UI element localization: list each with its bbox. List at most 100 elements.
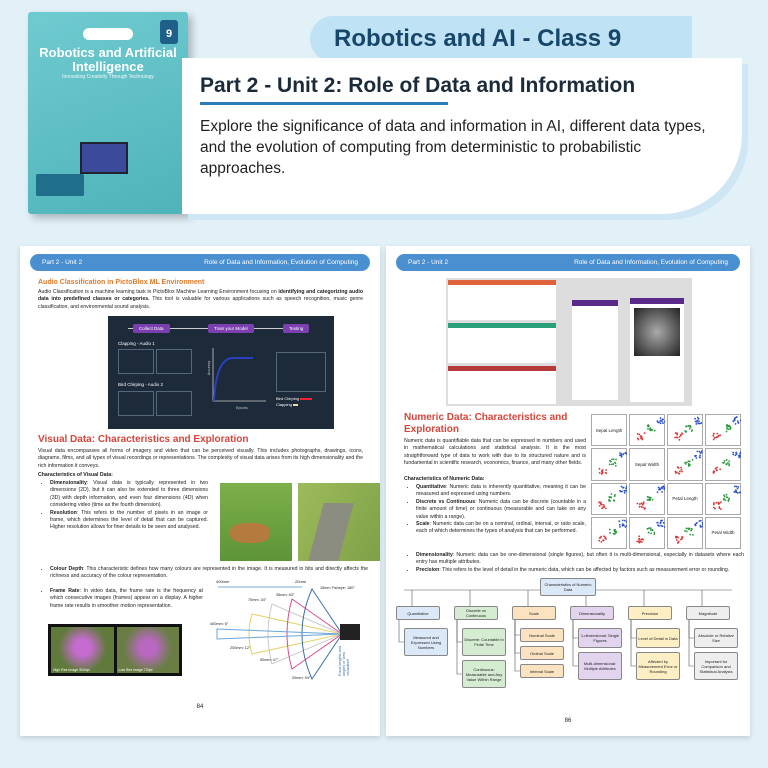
audio-text: Audio Classification is a machine learni… [38, 289, 364, 310]
bullet-dimensionality: Dimensionality: Numeric data can be one-… [416, 552, 744, 567]
numeric-bullets-2: Dimensionality: Numeric data can be one-… [404, 552, 744, 574]
class-card [448, 280, 556, 320]
bullet-quantitative: Quantitative: Numeric data is inherently… [416, 484, 586, 499]
step-testing: Testing [283, 324, 310, 333]
scatter-cell [629, 516, 665, 549]
flow-category: Quantitative [396, 606, 440, 620]
legend-clapping: Clapping [276, 402, 298, 407]
waveform [156, 349, 192, 374]
flow-item: Important for Comparison and Statistical… [694, 652, 738, 680]
scatter-cell [629, 414, 665, 447]
pixelated-zoom-photo [298, 483, 380, 561]
flow-item: Measured and Expressed Using Numbers [404, 628, 448, 656]
bullet-colour-depth: Colour Depth: This characteristic define… [50, 566, 368, 581]
title-banner: Robotics and AI - Class 9 [310, 16, 692, 62]
cover-subtitle: Innovating Creativity Through Technology [62, 74, 154, 80]
range-left-label: 400mm [216, 579, 230, 584]
scatter-cell [629, 482, 665, 515]
testing-panel [630, 298, 684, 402]
scatter-cell [705, 482, 741, 515]
waveform [118, 349, 154, 374]
flow-item: Level of Detail in Data [636, 628, 680, 648]
numeric-text: Numeric data is quantifiable data that c… [404, 438, 586, 467]
flower-comparison: High Res Image 300dpi Low Res Image 72dp… [48, 624, 182, 676]
flow-item: Affected by Measurement Error or Roundin… [636, 652, 680, 680]
visual-heading: Visual Data: Characteristics and Explora… [38, 434, 249, 445]
scatter-label: Sepal Width [629, 448, 665, 481]
class-card [448, 323, 556, 363]
right-page: Part 2 - Unit 2 Role of Data and Informat… [386, 246, 750, 736]
xray-classifier-screenshot [446, 278, 692, 406]
waveform [156, 391, 192, 416]
flow-category: Discrete vs Continuous [454, 606, 498, 620]
flow-item: 1-dimensional: Single Figures [578, 628, 622, 648]
scatter-label: Petal Length [667, 482, 703, 515]
page-number: 84 [196, 704, 204, 710]
header-unit: Part 2 - Unit 2 [408, 259, 449, 266]
legend-bird: Bird Chirping [276, 396, 313, 401]
visual-bullets-3: Frame Rate: In video data, the frame rat… [38, 588, 203, 610]
monitor-illustration [80, 142, 128, 174]
flow-category: Precision [628, 606, 672, 620]
training-panel [572, 300, 618, 400]
lens-label: 400mm: 6° [210, 622, 229, 626]
scatter-cell [591, 516, 627, 549]
flow-item: Absolute or Relative Size [694, 628, 738, 648]
heading-underline [200, 102, 448, 105]
bullet-frame-rate: Frame Rate: In video data, the frame rat… [50, 588, 203, 610]
deer-photo [220, 483, 292, 561]
visual-bullets-2: Colour Depth: This characteristic define… [38, 566, 368, 581]
bullet-discrete-continuous: Discrete vs Continuous: Numeric data can… [416, 499, 586, 521]
publisher-logo [83, 28, 133, 40]
intro-bubble: Part 2 - Unit 2: Role of Data and Inform… [182, 58, 742, 214]
scatter-cell [667, 448, 703, 481]
waveform [118, 391, 154, 416]
lens-label: 50mm: 47° [260, 658, 279, 662]
flowchart-connectors [398, 589, 732, 675]
lens-label: 20mm: 94° [292, 676, 311, 680]
bullet-dimensionality: Dimensionality: Visual data is typically… [50, 480, 208, 510]
scatter-cell [705, 448, 741, 481]
scatter-label: Petal Width [705, 516, 741, 549]
header-topic: Role of Data and Information, Evolution … [204, 259, 358, 266]
low-res-flower: Low Res Image 72dpi [116, 627, 179, 673]
lens-caption: Focal lengths and angles of view visuali… [338, 646, 350, 676]
flow-item: Discrete: Countable in Finite Time [462, 628, 506, 656]
test-waveform [276, 352, 326, 392]
scatter-cell [667, 516, 703, 549]
high-res-flower: High Res Image 300dpi [51, 627, 114, 673]
unit-heading: Part 2 - Unit 2: Role of Data and Inform… [200, 74, 636, 97]
header-topic: Role of Data and Information, Evolution … [574, 259, 728, 266]
scatter-matrix: Sepal Length Sepal Width Petal Length Petal… [591, 414, 741, 549]
bullet-scale: Scale: Numeric data can be on a nominal,… [416, 521, 586, 536]
flow-item: Continuous: Measurable and Any Value Wit… [462, 660, 506, 688]
lens-label: 35mm: 63° [276, 593, 295, 597]
flow-root: Characteristics of Numeric Data [540, 578, 596, 596]
flow-category: Magnitude [686, 606, 730, 620]
class1-label: Clapping - Audio 1 [118, 341, 155, 346]
flow-category: Scale [512, 606, 556, 620]
accuracy-curve [212, 348, 266, 402]
flow-category: Dimensionality [570, 606, 614, 620]
page-header: Part 2 - Unit 2 Role of Data and Informat… [396, 254, 740, 271]
flow-item: Nominal Scale [520, 628, 564, 642]
scatter-cell [591, 482, 627, 515]
left-page: Part 2 - Unit 2 Role of Data and Informat… [20, 246, 380, 736]
bullet-resolution: Resolution: This refers to the number of… [50, 510, 208, 532]
page-header: Part 2 - Unit 2 Role of Data and Informat… [30, 254, 370, 271]
numeric-bullets: Quantitative: Numeric data is inherently… [404, 484, 586, 536]
visual-bullets: Dimensionality: Visual data is typically… [38, 480, 208, 532]
lens-label: 200mm: 12° [230, 646, 251, 650]
lens-label: 70mm: 34° [248, 598, 267, 602]
unit-description: Explore the significance of data and inf… [200, 118, 706, 177]
audio-classification-diagram: Collect Data Train your Model Testing Cl… [108, 316, 334, 429]
scatter-cell [591, 448, 627, 481]
numeric-heading: Numeric Data: Characteristics and Explor… [404, 412, 568, 435]
class2-label: Bird Chirping - Audio 2 [118, 382, 164, 387]
flow-item: Interval Scale [520, 664, 564, 678]
flow-item: Ordinal Scale [520, 646, 564, 660]
scatter-cell [705, 414, 741, 447]
audio-heading: Audio Classification in PictoBlox ML Env… [38, 279, 205, 286]
visual-text: Visual data encompasses all forms of ima… [38, 448, 363, 469]
visual-char-heading: Characteristics of Visual Data: [38, 472, 113, 478]
